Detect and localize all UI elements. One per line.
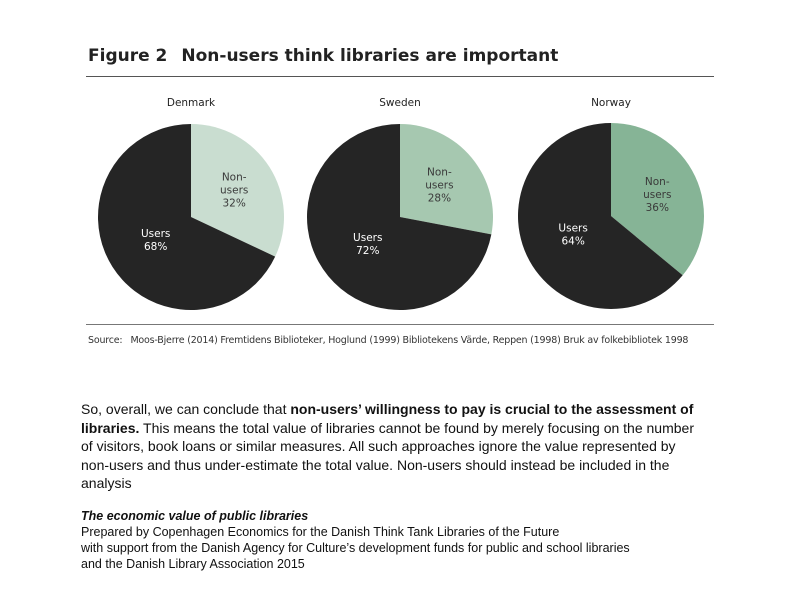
sweden-non-users-value-label: 28% [428, 192, 451, 204]
denmark-users-value-label: 68% [144, 241, 167, 253]
norway-non-users-label: Non- [645, 176, 670, 188]
paragraph-intro: So, overall, we can conclude that [81, 401, 290, 417]
sweden-non-users-label: users [425, 179, 453, 191]
figure-number: Figure 2 [88, 46, 167, 66]
norway-users-value-label: 64% [561, 235, 584, 247]
title-divider [86, 76, 714, 77]
norway-pie-title: Norway [591, 97, 631, 109]
figure-heading: Non-users think libraries are important [181, 46, 558, 66]
credit-line-2: with support from the Danish Agency for … [81, 540, 741, 556]
source-divider [86, 324, 714, 325]
pie-charts: DenmarkNon-users32%Users68%SwedenNon-use… [0, 80, 794, 320]
sweden-non-users-label: Non- [427, 166, 452, 178]
publication-credit: The economic value of public libraries P… [81, 508, 741, 572]
source-note: Source: Moos-Bjerre (2014) Fremtidens Bib… [88, 335, 688, 346]
sweden-users-value-label: 72% [356, 245, 379, 257]
conclusion-paragraph: So, overall, we can conclude that non-us… [81, 400, 701, 493]
denmark-pie-title: Denmark [167, 97, 216, 109]
source-text: Moos-Bjerre (2014) Fremtidens Biblioteke… [130, 335, 688, 346]
publication-title: The economic value of public libraries [81, 508, 741, 524]
norway-non-users-value-label: 36% [646, 202, 669, 214]
credit-line-3: and the Danish Library Association 2015 [81, 556, 741, 572]
paragraph-rest: This means the total value of libraries … [81, 420, 694, 492]
figure-title: Figure 2 Non-users think libraries are im… [88, 46, 558, 66]
denmark-users-label: Users [141, 228, 170, 240]
denmark-non-users-label: users [220, 185, 248, 197]
sweden-pie-title: Sweden [379, 97, 421, 109]
source-label: Source: [88, 335, 122, 346]
credit-line-1: Prepared by Copenhagen Economics for the… [81, 524, 741, 540]
denmark-non-users-value-label: 32% [223, 198, 246, 210]
denmark-non-users-label: Non- [222, 172, 247, 184]
sweden-users-label: Users [353, 232, 382, 244]
norway-non-users-label: users [643, 189, 671, 201]
norway-users-label: Users [558, 222, 587, 234]
